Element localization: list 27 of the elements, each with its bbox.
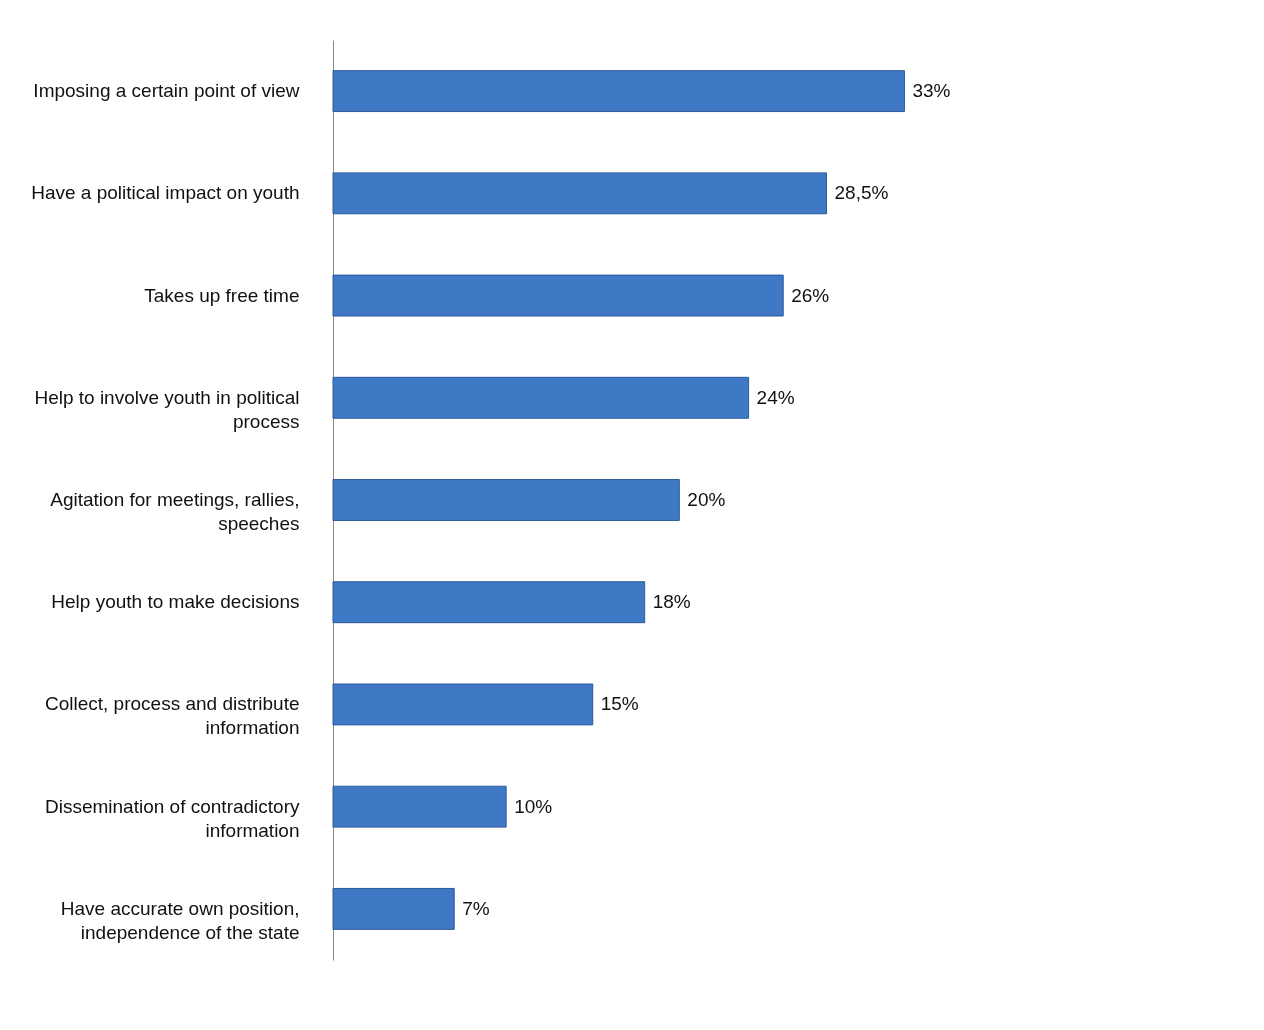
bar bbox=[332, 70, 905, 113]
data-label: 7% bbox=[462, 897, 490, 919]
data-label: 33% bbox=[912, 80, 951, 102]
y-tick-label: Dissemination of contradictory information bbox=[45, 795, 300, 841]
data-label: 24% bbox=[756, 386, 795, 408]
bar bbox=[332, 785, 507, 828]
bar bbox=[332, 172, 828, 215]
data-label: 18% bbox=[652, 591, 691, 613]
y-tick-label: Imposing a certain point of view bbox=[33, 80, 300, 102]
y-tick-label: Takes up free time bbox=[144, 284, 300, 306]
bar bbox=[332, 581, 646, 624]
data-label: 26% bbox=[791, 284, 830, 306]
y-tick-label: Help to involve youth in political process bbox=[34, 386, 300, 432]
data-label: 20% bbox=[687, 489, 726, 510]
y-tick-label: Collect, process and distribute information bbox=[44, 693, 300, 739]
bar bbox=[332, 887, 455, 930]
y-tick-label: Help youth to make decisions bbox=[51, 591, 300, 613]
y-tick-label: Agitation for meetings, rallies, speeches bbox=[50, 489, 300, 534]
bar bbox=[332, 479, 680, 521]
y-tick-label: Have a political impact on youth bbox=[31, 182, 300, 204]
data-label: 15% bbox=[600, 693, 639, 715]
bar bbox=[332, 376, 750, 419]
data-label: 10% bbox=[514, 795, 553, 817]
bar bbox=[332, 274, 784, 317]
bar bbox=[332, 683, 594, 726]
y-tick-label: Have accurate own position, independence of the state bbox=[60, 897, 300, 943]
data-label: 28,5% bbox=[834, 182, 889, 204]
